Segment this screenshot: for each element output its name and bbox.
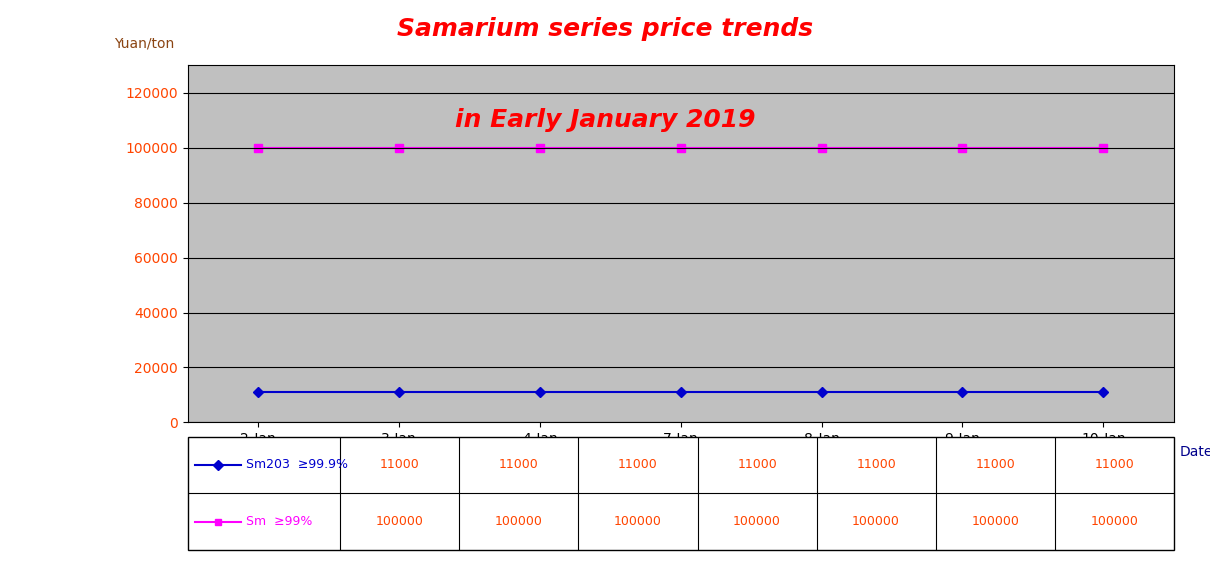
Text: 11000: 11000: [618, 459, 658, 471]
Text: Sm203  ≥99.9%: Sm203 ≥99.9%: [246, 459, 347, 471]
Sm  ≥99%: [814, 144, 829, 151]
Text: 100000: 100000: [852, 515, 900, 528]
Sm203  ≥99.9%: [955, 389, 969, 396]
Line: Sm203  ≥99.9%: Sm203 ≥99.9%: [254, 389, 1107, 396]
Text: 100000: 100000: [495, 515, 543, 528]
Text: 100000: 100000: [613, 515, 662, 528]
Text: 11000: 11000: [857, 459, 895, 471]
Text: 11000: 11000: [975, 459, 1015, 471]
Text: 100000: 100000: [1090, 515, 1139, 528]
Sm203  ≥99.9%: [673, 389, 687, 396]
Sm203  ≥99.9%: [392, 389, 407, 396]
Text: Yuan/ton: Yuan/ton: [114, 37, 174, 51]
Text: in Early January 2019: in Early January 2019: [455, 108, 755, 132]
Sm  ≥99%: [392, 144, 407, 151]
Text: 100000: 100000: [733, 515, 780, 528]
Sm203  ≥99.9%: [532, 389, 547, 396]
Text: Date: Date: [1180, 445, 1210, 459]
Text: Samarium series price trends: Samarium series price trends: [397, 17, 813, 41]
Sm  ≥99%: [673, 144, 687, 151]
Text: 11000: 11000: [1094, 459, 1134, 471]
Text: 100000: 100000: [972, 515, 1019, 528]
Text: 11000: 11000: [380, 459, 420, 471]
Sm203  ≥99.9%: [814, 389, 829, 396]
Sm  ≥99%: [250, 144, 265, 151]
Text: Sm  ≥99%: Sm ≥99%: [246, 515, 312, 528]
Sm  ≥99%: [1096, 144, 1111, 151]
Text: 11000: 11000: [499, 459, 538, 471]
Sm  ≥99%: [955, 144, 969, 151]
Sm  ≥99%: [532, 144, 547, 151]
Text: 11000: 11000: [737, 459, 777, 471]
Sm203  ≥99.9%: [1096, 389, 1111, 396]
Line: Sm  ≥99%: Sm ≥99%: [254, 143, 1107, 152]
Text: 100000: 100000: [376, 515, 424, 528]
Sm203  ≥99.9%: [250, 389, 265, 396]
